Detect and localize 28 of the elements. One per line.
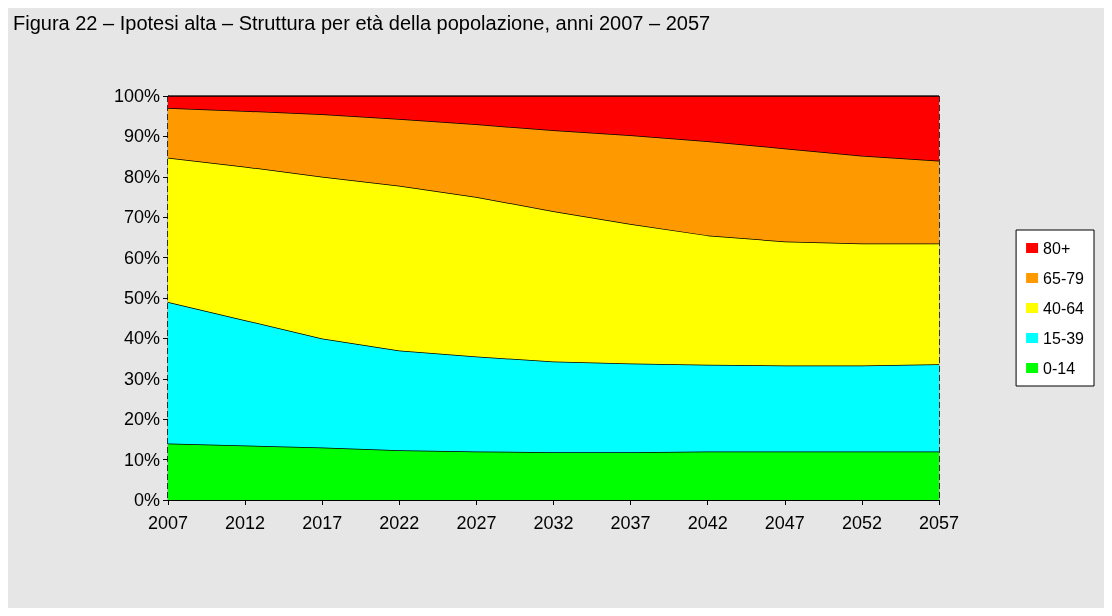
y-tick-label: 50% [123,288,160,308]
y-tick-label: 10% [123,449,160,470]
x-tick-label: 2047 [764,513,805,533]
chart-title: Figura 22 – Ipotesi alta – Struttura per età della popolazione, anni 2007 – 2057 [13,12,711,34]
y-tick-label: 70% [123,207,160,228]
x-tick-label: 2032 [533,513,574,533]
x-tick-label: 2017 [302,513,343,533]
x-tick-label: 2052 [841,513,882,533]
x-tick-label: 2012 [225,513,266,533]
legend-label: 40-64 [1043,299,1085,317]
y-tick-label: 30% [123,368,160,389]
x-tick-label: 2057 [918,513,960,533]
y-tick-label: 60% [123,247,160,268]
y-tick-label: 20% [123,409,160,430]
y-tick-label: 100% [113,86,160,106]
x-tick-label: 2007 [147,513,189,533]
y-tick-label: 90% [123,126,160,147]
x-tick-label: 2027 [456,513,497,533]
x-tick-label: 2042 [687,513,728,533]
legend-label: 0-14 [1043,359,1076,377]
y-tick-label: 40% [123,328,160,349]
x-tick-label: 2037 [610,513,651,533]
legend-label: 15-39 [1043,329,1085,347]
legend-label: 65-79 [1043,269,1085,287]
x-tick-label: 2022 [379,513,420,533]
y-tick-label: 0% [133,490,160,510]
legend-label: 80+ [1043,239,1071,257]
y-tick-label: 80% [123,166,160,187]
